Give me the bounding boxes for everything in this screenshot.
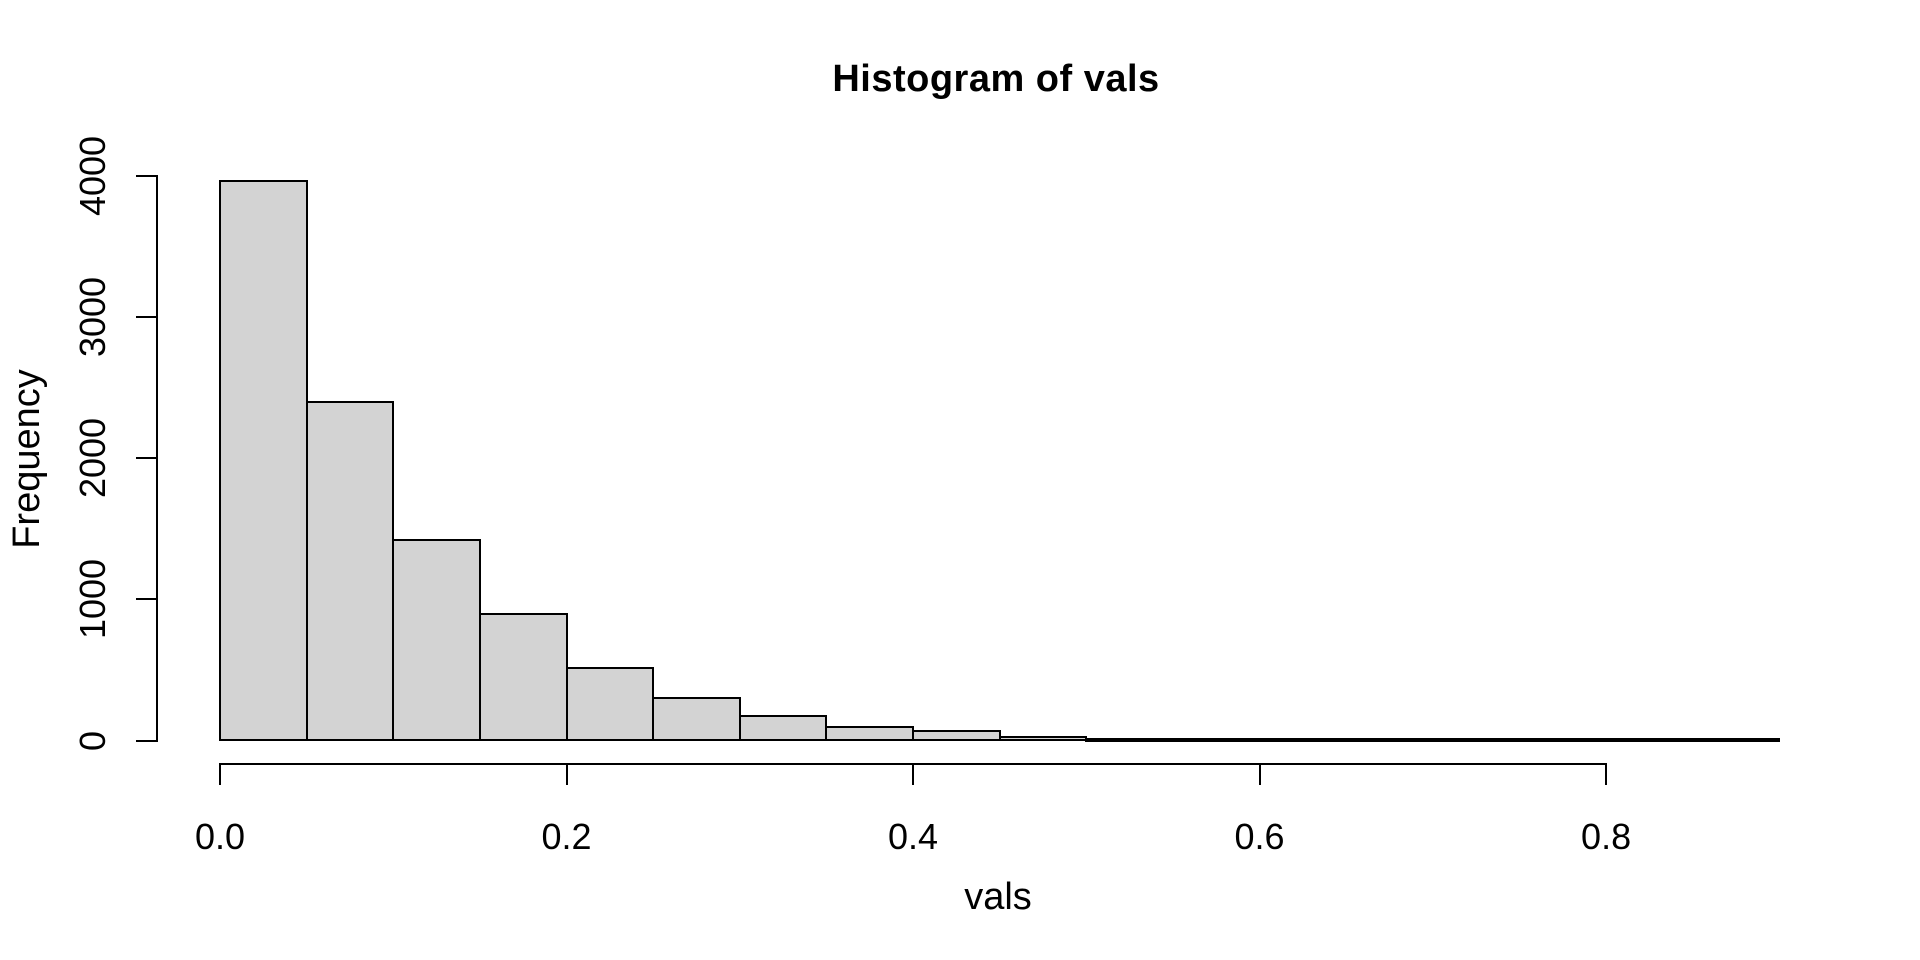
x-axis-tick: [1605, 765, 1608, 785]
x-tick-label: 0.8: [1581, 816, 1632, 857]
y-axis-tick: [136, 739, 156, 742]
x-tick-label: 0.2: [541, 816, 592, 857]
x-axis-tick: [912, 765, 915, 785]
histogram-bar: [912, 730, 1001, 742]
histogram-bar: [1605, 737, 1694, 742]
histogram-bar: [219, 180, 308, 742]
histogram-bar: [652, 696, 741, 742]
histogram-bar: [305, 401, 395, 742]
chart-title: Histogram of vals: [832, 58, 1160, 100]
histogram-bar: [565, 667, 655, 742]
histogram-bar: [392, 538, 481, 742]
histogram-bar: [1258, 737, 1348, 742]
histogram-bar: [738, 714, 828, 742]
x-tick-label: 0.6: [1234, 816, 1285, 857]
histogram-bar: [1691, 737, 1781, 742]
histogram-bar: [1518, 737, 1608, 742]
y-axis-label: Frequency: [6, 369, 48, 549]
histogram-bar: [1345, 737, 1434, 742]
histogram-bar: [1171, 737, 1261, 742]
x-axis-tick: [565, 765, 568, 785]
y-axis-line: [156, 175, 158, 742]
histogram-bar: [478, 613, 568, 742]
histogram-bar: [1431, 737, 1521, 742]
y-axis-tick: [136, 457, 156, 460]
histogram-bar: [1085, 737, 1174, 742]
histogram-bar: [825, 725, 915, 742]
x-tick-label: 0.4: [888, 816, 939, 857]
y-axis-tick: [136, 316, 156, 319]
x-axis-label: vals: [964, 876, 1032, 918]
x-tick-label: 0.0: [194, 816, 246, 857]
y-axis-tick: [136, 175, 156, 177]
y-axis-tick: [136, 598, 156, 601]
histogram-bar: [998, 735, 1088, 742]
y-tick-label: 4000: [72, 135, 113, 217]
x-axis-line: [219, 763, 1608, 765]
x-axis-tick: [219, 765, 221, 785]
x-axis-tick: [1258, 765, 1261, 785]
